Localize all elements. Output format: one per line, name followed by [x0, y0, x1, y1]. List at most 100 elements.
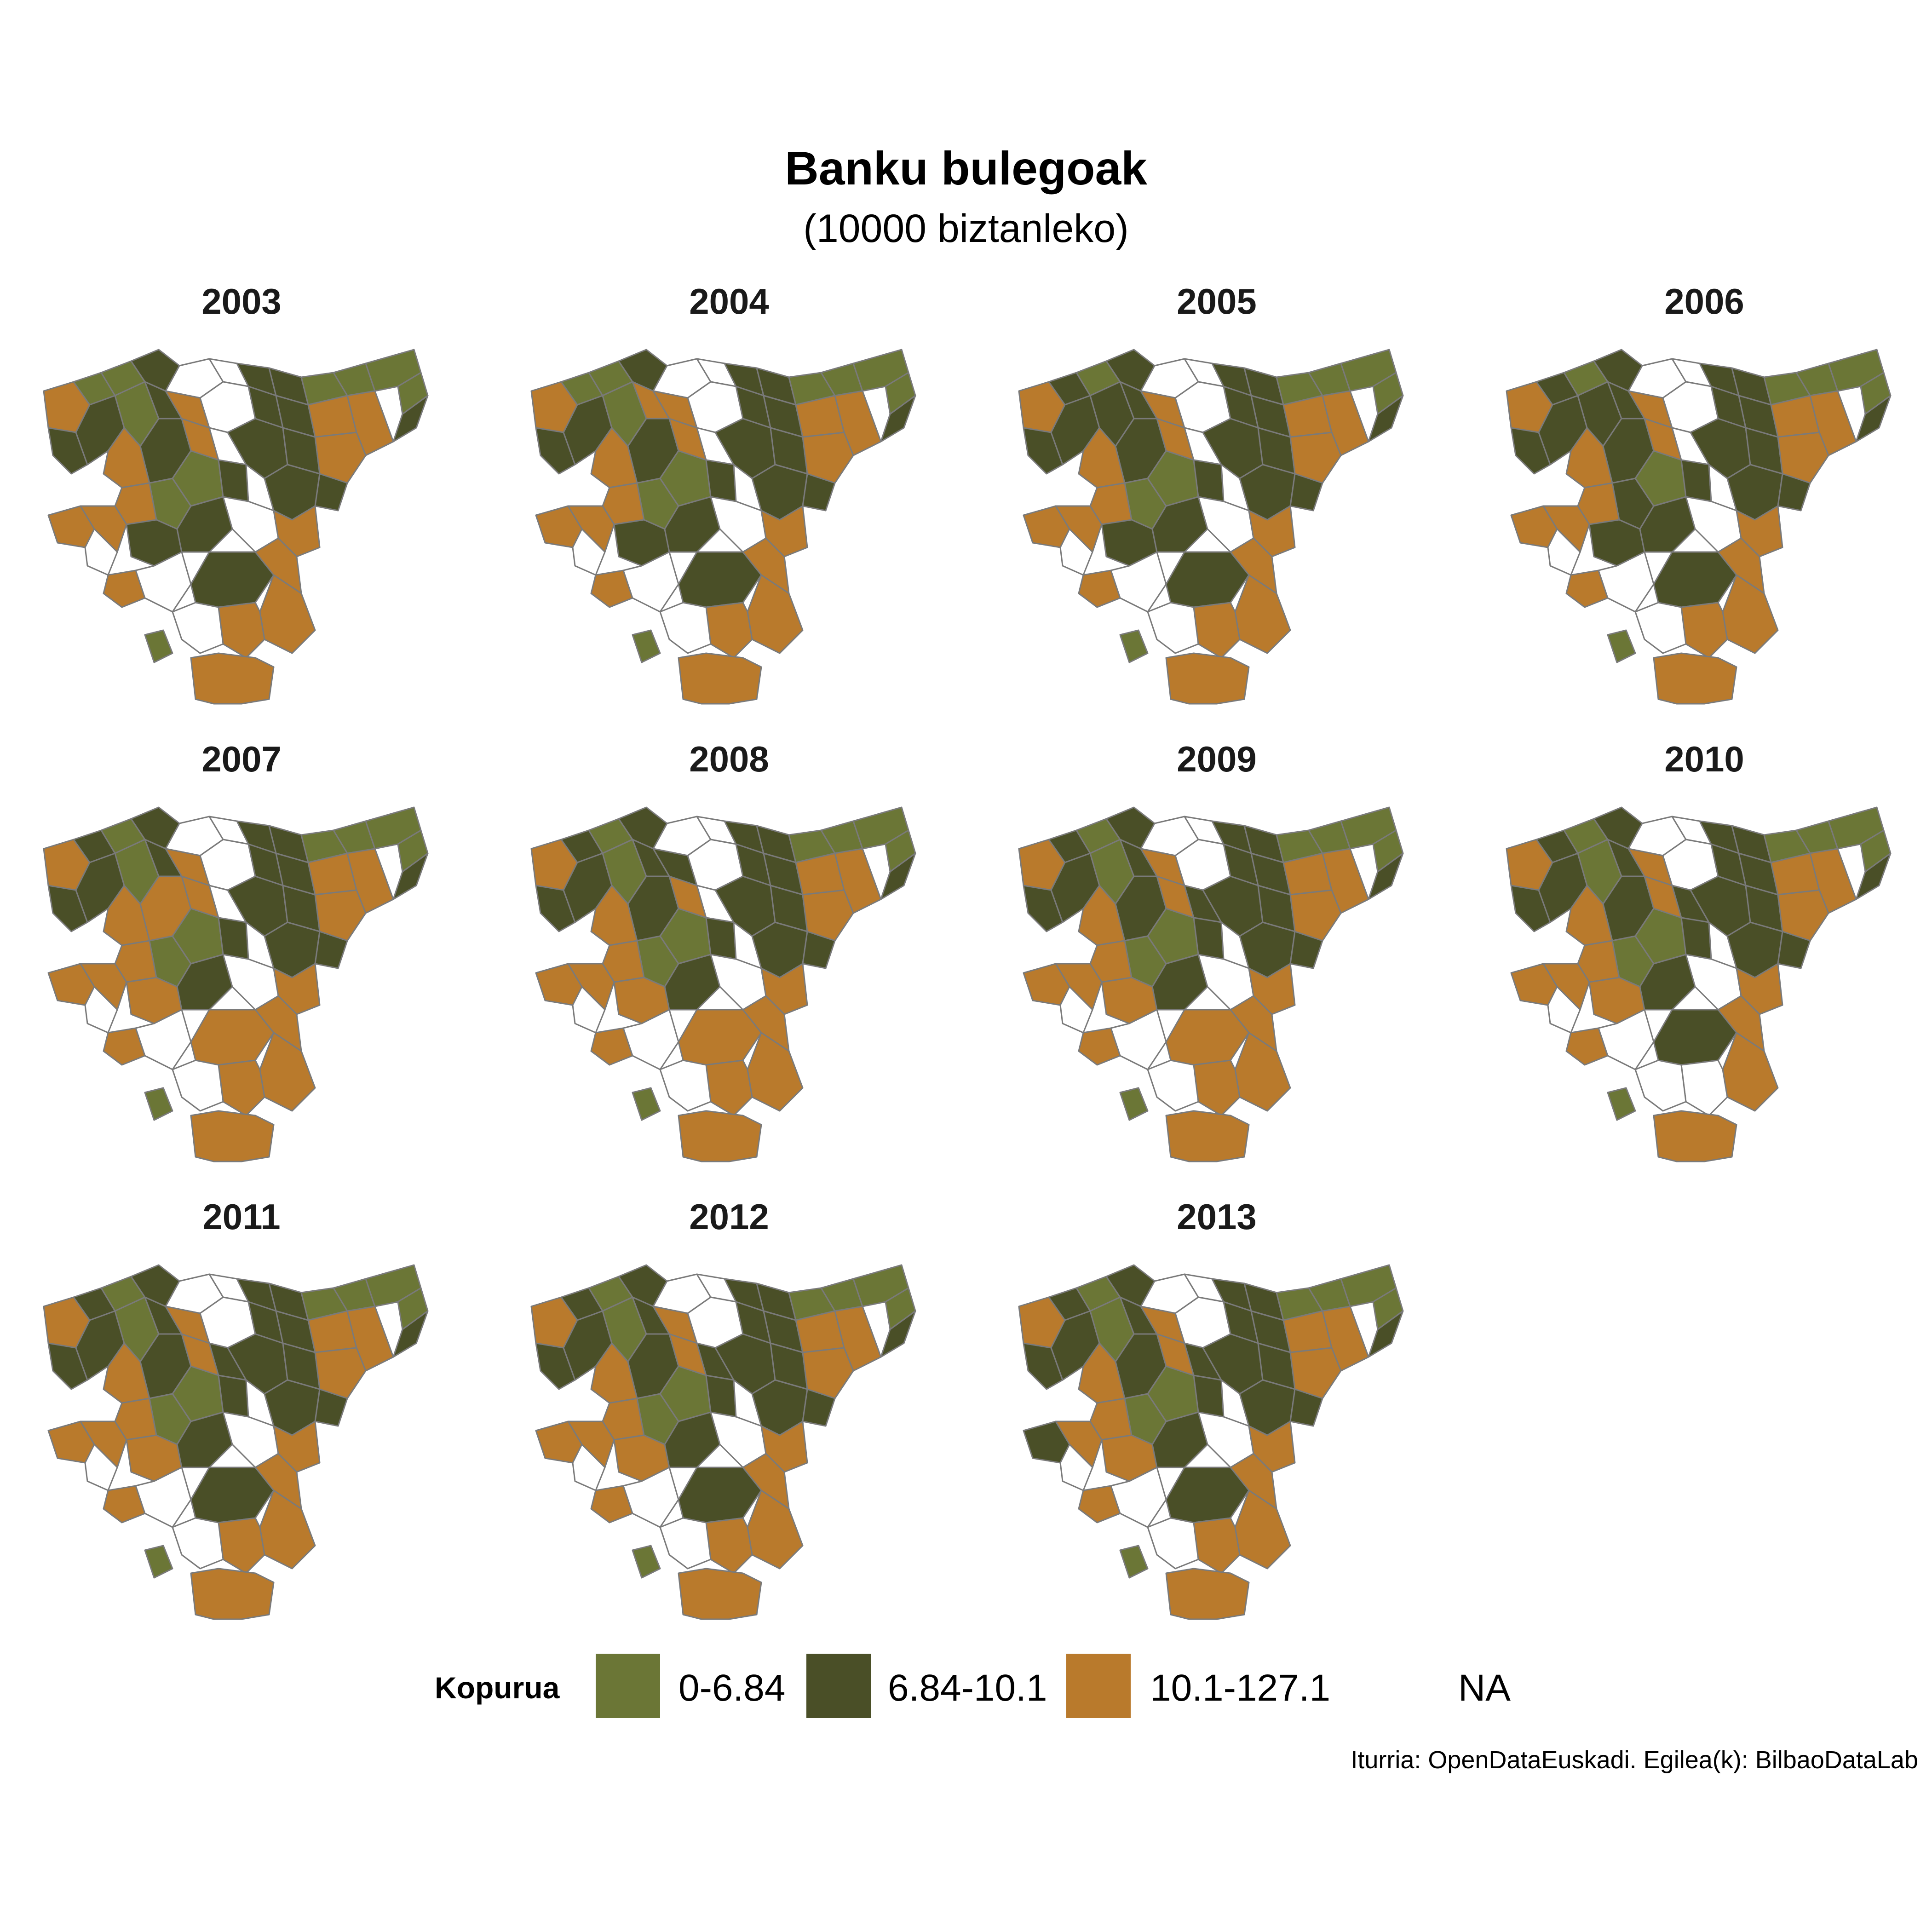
- municipality-region: [172, 602, 224, 654]
- municipality-region: [47, 885, 88, 932]
- municipality-region: [535, 427, 576, 475]
- municipality-region: [1855, 852, 1892, 900]
- municipality-region: [1777, 431, 1829, 484]
- municipality-region: [1777, 473, 1811, 512]
- municipality-region: [880, 852, 916, 900]
- municipality-region: [218, 602, 265, 659]
- choropleth-map: [530, 806, 916, 1162]
- municipality-region: [590, 569, 633, 608]
- choropleth-map: [1506, 806, 1892, 1162]
- map-panel-2007: 2007: [0, 738, 485, 1194]
- municipality-region: [1119, 1545, 1149, 1579]
- municipality-region: [103, 569, 146, 608]
- municipality-region: [632, 629, 661, 663]
- municipality-region: [567, 963, 615, 1011]
- municipality-region: [802, 1347, 854, 1399]
- municipality-region: [1368, 852, 1404, 900]
- municipality-region: [1777, 889, 1829, 942]
- panel-title: 2006: [1664, 281, 1744, 322]
- municipality-region: [880, 1310, 916, 1358]
- legend-label-low: 0-6.84: [678, 1667, 786, 1709]
- municipality-region: [1230, 1453, 1277, 1510]
- municipality-region: [1234, 574, 1291, 654]
- chart-title: Banku bulegoak: [785, 142, 1147, 195]
- panel-title: 2010: [1664, 739, 1744, 779]
- municipality-region: [678, 1110, 762, 1162]
- panel-title: 2007: [201, 739, 282, 779]
- municipality-region: [218, 459, 249, 502]
- municipality-region: [346, 390, 394, 456]
- municipality-region: [590, 1027, 633, 1066]
- municipality-region: [218, 1059, 265, 1116]
- map-panel-2009: 2009: [973, 738, 1460, 1194]
- municipality-region: [834, 848, 882, 914]
- map-panel-2008: 2008: [485, 738, 973, 1194]
- municipality-region: [1547, 986, 1581, 1034]
- municipality-region: [392, 395, 429, 443]
- municipality-region: [346, 848, 394, 914]
- municipality-region: [172, 1059, 224, 1112]
- municipality-region: [1147, 602, 1199, 654]
- municipality-region: [1193, 459, 1225, 502]
- municipality-region: [1023, 427, 1064, 475]
- choropleth-map: [1018, 349, 1404, 705]
- municipality-region: [1023, 1342, 1064, 1390]
- municipality-region: [1289, 889, 1342, 942]
- municipality-region: [1565, 1027, 1609, 1066]
- municipality-region: [834, 390, 882, 456]
- municipality-region: [742, 1453, 790, 1510]
- map-panel-2012: 2012: [485, 1196, 973, 1651]
- municipality-region: [1055, 963, 1103, 1011]
- legend-key-mid: [806, 1654, 871, 1718]
- municipality-region: [190, 1110, 275, 1162]
- municipality-region: [1289, 1388, 1323, 1427]
- panel-title: 2003: [201, 281, 282, 322]
- municipality-region: [705, 602, 753, 659]
- legend-key-na: [1332, 1654, 1396, 1718]
- municipality-region: [144, 629, 173, 663]
- municipality-region: [1322, 390, 1369, 456]
- municipality-region: [1147, 1517, 1199, 1570]
- municipality-region: [1059, 1443, 1093, 1491]
- municipality-region: [314, 431, 367, 484]
- municipality-region: [1607, 629, 1636, 663]
- municipality-region: [1717, 995, 1765, 1052]
- municipality-region: [254, 1453, 302, 1510]
- source-caption: Iturria: OpenDataEuskadi. Egilea(k): Bil…: [1351, 1746, 1918, 1774]
- municipality-region: [632, 1087, 661, 1121]
- municipality-region: [1059, 986, 1093, 1034]
- municipality-region: [47, 427, 88, 475]
- municipality-region: [880, 395, 916, 443]
- legend-label-na: NA: [1458, 1667, 1511, 1709]
- municipality-region: [1289, 431, 1342, 484]
- municipality-region: [1607, 1087, 1636, 1121]
- municipality-region: [218, 1374, 249, 1418]
- municipality-region: [1777, 931, 1811, 969]
- legend-key-high: [1066, 1654, 1131, 1718]
- municipality-region: [590, 1485, 633, 1524]
- municipality-region: [144, 1087, 173, 1121]
- legend-title: Kopurua: [435, 1671, 560, 1705]
- municipality-region: [747, 1489, 804, 1570]
- municipality-region: [1542, 963, 1590, 1011]
- panel-title: 2008: [689, 739, 769, 779]
- municipality-region: [1234, 1032, 1291, 1112]
- municipality-region: [80, 505, 127, 553]
- map-panel-2005: 2005: [973, 281, 1460, 736]
- municipality-region: [572, 1443, 606, 1491]
- municipality-region: [572, 528, 606, 576]
- municipality-region: [1119, 1087, 1149, 1121]
- municipality-region: [84, 528, 118, 576]
- municipality-region: [218, 917, 249, 960]
- municipality-region: [659, 1517, 712, 1570]
- municipality-region: [1368, 1310, 1404, 1358]
- municipality-region: [678, 652, 762, 705]
- municipality-region: [802, 931, 836, 969]
- municipality-region: [1230, 537, 1277, 594]
- municipality-region: [1055, 505, 1103, 553]
- panel-title: 2012: [689, 1196, 769, 1237]
- municipality-region: [1289, 1347, 1342, 1399]
- municipality-region: [84, 986, 118, 1034]
- municipality-region: [1193, 1059, 1241, 1116]
- municipality-region: [84, 1443, 118, 1491]
